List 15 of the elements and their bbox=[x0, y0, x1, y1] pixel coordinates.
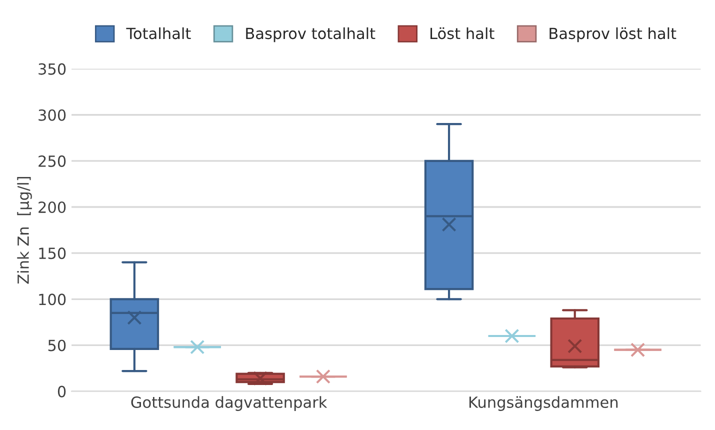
y-tick-label: 50 bbox=[48, 340, 66, 352]
y-tick-label: 100 bbox=[39, 294, 66, 306]
legend-label: Totalhalt bbox=[126, 27, 191, 40]
y-tick-label: 200 bbox=[38, 201, 66, 214]
y-tick-label: 150 bbox=[39, 248, 66, 260]
y-tick-label: 350 bbox=[38, 63, 66, 75]
x-tick-label: Gottsunda dagvattenpark bbox=[131, 396, 328, 411]
y-tick-label: 250 bbox=[38, 155, 66, 167]
x-tick-label: Kungsängsdammen bbox=[469, 396, 618, 411]
legend-label: Basprov totalhalt bbox=[246, 27, 376, 42]
legend-label: Basprov löst halt bbox=[550, 27, 676, 42]
y-tick-label: 0 bbox=[58, 386, 66, 398]
y-axis-title: Zink Zn [µg/l] bbox=[17, 177, 32, 284]
legend-label: Löst halt bbox=[430, 27, 494, 40]
y-tick-label: 300 bbox=[38, 109, 66, 121]
